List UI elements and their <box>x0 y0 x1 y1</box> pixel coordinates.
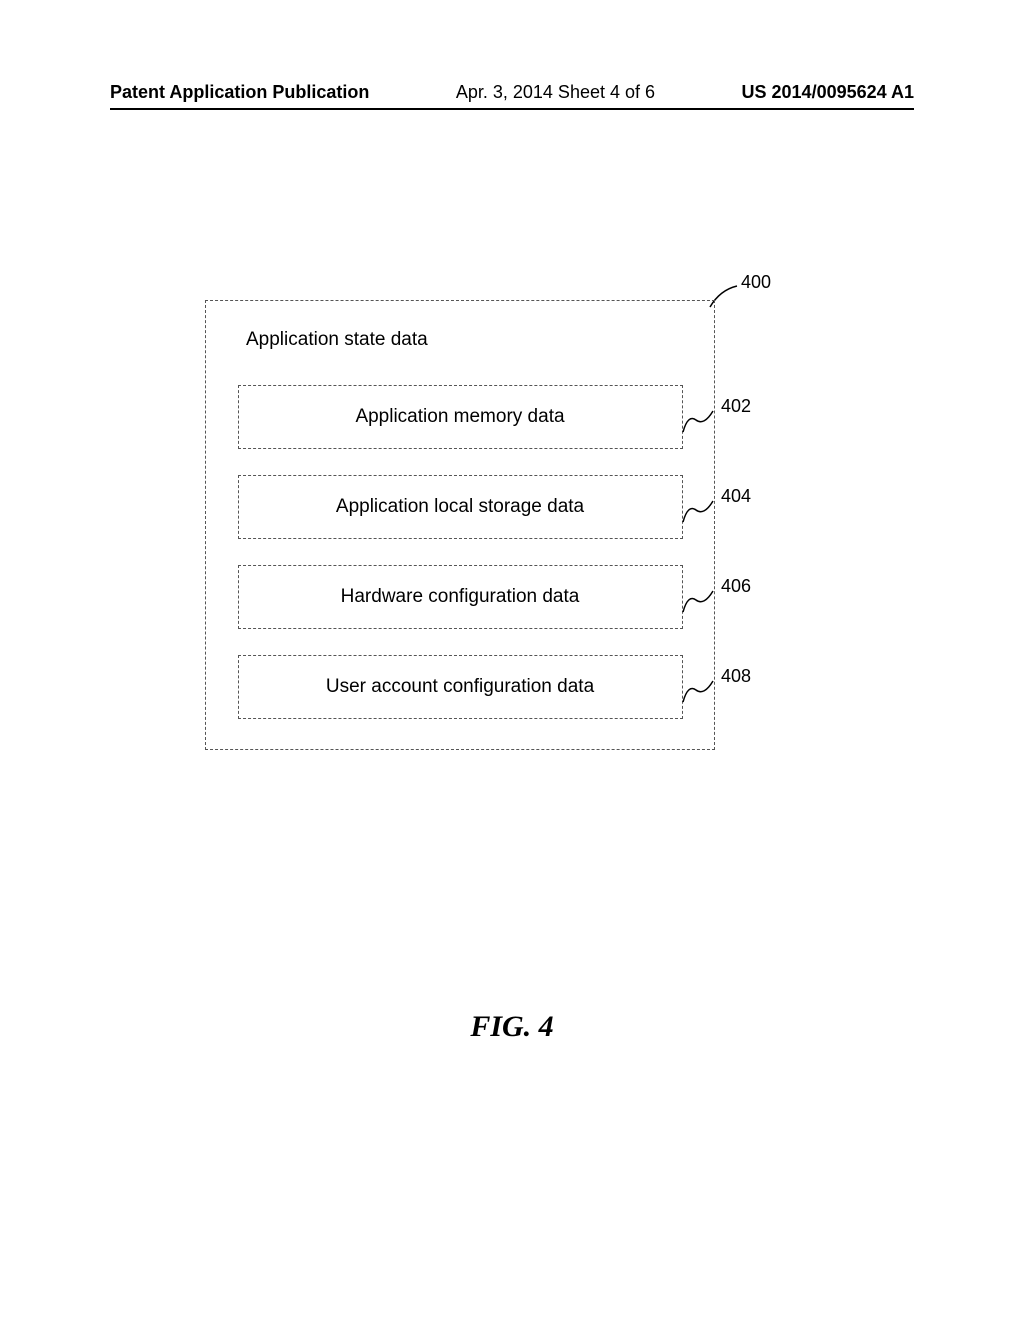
lead-line-404 <box>680 498 718 526</box>
header-publication: Patent Application Publication <box>110 82 369 103</box>
figure-caption: FIG. 4 <box>0 1010 1024 1044</box>
ref-408: 408 <box>721 666 751 687</box>
figure-4: 400 Application state data Application m… <box>205 300 715 750</box>
box-label: Hardware configuration data <box>341 586 580 608</box>
lead-line-408 <box>680 678 718 706</box>
outer-box-app-state: Application state data Application memor… <box>205 300 715 750</box>
box-hardware-config: Hardware configuration data <box>238 565 683 629</box>
box-user-account-config: User account configuration data <box>238 655 683 719</box>
header-rule <box>110 108 914 110</box>
box-app-memory: Application memory data <box>238 385 683 449</box>
ref-406: 406 <box>721 576 751 597</box>
lead-line-406 <box>680 588 718 616</box>
box-local-storage: Application local storage data <box>238 475 683 539</box>
outer-box-title: Application state data <box>246 329 684 351</box>
ref-404: 404 <box>721 486 751 507</box>
header-pub-number: US 2014/0095624 A1 <box>742 82 914 103</box>
ref-400: 400 <box>741 272 771 293</box>
header-date-sheet: Apr. 3, 2014 Sheet 4 of 6 <box>456 82 655 103</box>
box-label: Application memory data <box>355 406 564 428</box>
box-label: Application local storage data <box>336 496 584 518</box>
ref-402: 402 <box>721 396 751 417</box>
page-header: Patent Application Publication Apr. 3, 2… <box>110 82 914 103</box>
box-label: User account configuration data <box>326 676 594 698</box>
patent-page: Patent Application Publication Apr. 3, 2… <box>0 0 1024 1320</box>
lead-line-402 <box>680 408 718 436</box>
